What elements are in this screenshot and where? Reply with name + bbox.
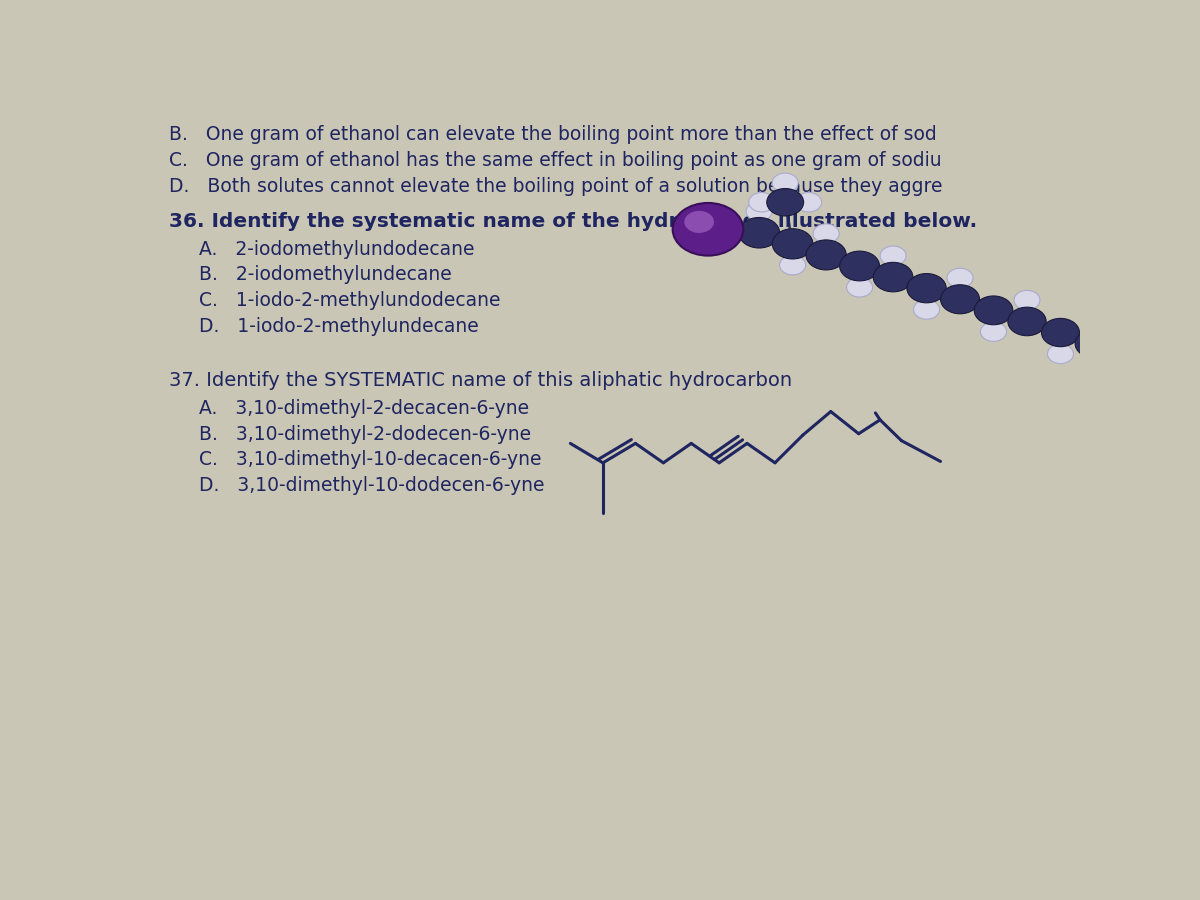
Text: B.   One gram of ethanol can elevate the boiling point more than the effect of s: B. One gram of ethanol can elevate the b… xyxy=(168,125,936,144)
Text: C.   3,10-dimethyl-10-decacen-6-yne: C. 3,10-dimethyl-10-decacen-6-yne xyxy=(168,450,541,469)
Circle shape xyxy=(880,246,906,266)
Text: D.   Both solutes cannot elevate the boiling point of a solution because they ag: D. Both solutes cannot elevate the boili… xyxy=(168,176,942,195)
Circle shape xyxy=(796,193,822,212)
Text: A.   3,10-dimethyl-2-decacen-6-yne: A. 3,10-dimethyl-2-decacen-6-yne xyxy=(168,399,529,418)
Circle shape xyxy=(773,229,812,259)
Circle shape xyxy=(772,173,798,193)
Circle shape xyxy=(840,251,880,281)
Text: 37. Identify the SYSTEMATIC name of this aliphatic hydrocarbon: 37. Identify the SYSTEMATIC name of this… xyxy=(168,372,792,391)
Circle shape xyxy=(673,202,743,256)
Text: C.   One gram of ethanol has the same effect in boiling point as one gram of sod: C. One gram of ethanol has the same effe… xyxy=(168,151,941,170)
Circle shape xyxy=(947,268,973,288)
Circle shape xyxy=(1115,366,1140,386)
Circle shape xyxy=(1048,344,1074,364)
Text: D.   3,10-dimethyl-10-dodecen-6-yne: D. 3,10-dimethyl-10-dodecen-6-yne xyxy=(168,476,544,495)
Circle shape xyxy=(1109,341,1146,369)
Text: D.   1-iodo-2-methylundecane: D. 1-iodo-2-methylundecane xyxy=(168,317,479,336)
Circle shape xyxy=(907,274,946,302)
Circle shape xyxy=(874,262,913,292)
Circle shape xyxy=(767,188,804,216)
Circle shape xyxy=(814,224,839,243)
Circle shape xyxy=(1075,329,1112,357)
Circle shape xyxy=(974,296,1013,325)
Text: B.   2-iodomethylundecane: B. 2-iodomethylundecane xyxy=(168,266,451,284)
Circle shape xyxy=(746,202,772,221)
Circle shape xyxy=(941,284,979,314)
Circle shape xyxy=(806,240,846,270)
Text: B.   3,10-dimethyl-2-dodecen-6-yne: B. 3,10-dimethyl-2-dodecen-6-yne xyxy=(168,425,530,444)
Circle shape xyxy=(846,277,872,297)
Circle shape xyxy=(749,193,775,212)
Circle shape xyxy=(780,256,805,274)
Circle shape xyxy=(980,322,1007,341)
Circle shape xyxy=(1042,319,1080,346)
Circle shape xyxy=(1014,291,1040,310)
Text: C.   1-iodo-2-methylundodecane: C. 1-iodo-2-methylundodecane xyxy=(168,291,500,310)
Text: A.   2-iodomethylundodecane: A. 2-iodomethylundodecane xyxy=(168,239,474,258)
Circle shape xyxy=(1008,307,1046,336)
Circle shape xyxy=(1142,352,1180,380)
Circle shape xyxy=(739,218,780,248)
Circle shape xyxy=(1148,335,1174,355)
Circle shape xyxy=(913,300,940,319)
Circle shape xyxy=(1081,312,1106,332)
Circle shape xyxy=(684,211,714,233)
Text: 36. Identify the systematic name of the hydrocarbon illustrated below.: 36. Identify the systematic name of the … xyxy=(168,212,977,231)
